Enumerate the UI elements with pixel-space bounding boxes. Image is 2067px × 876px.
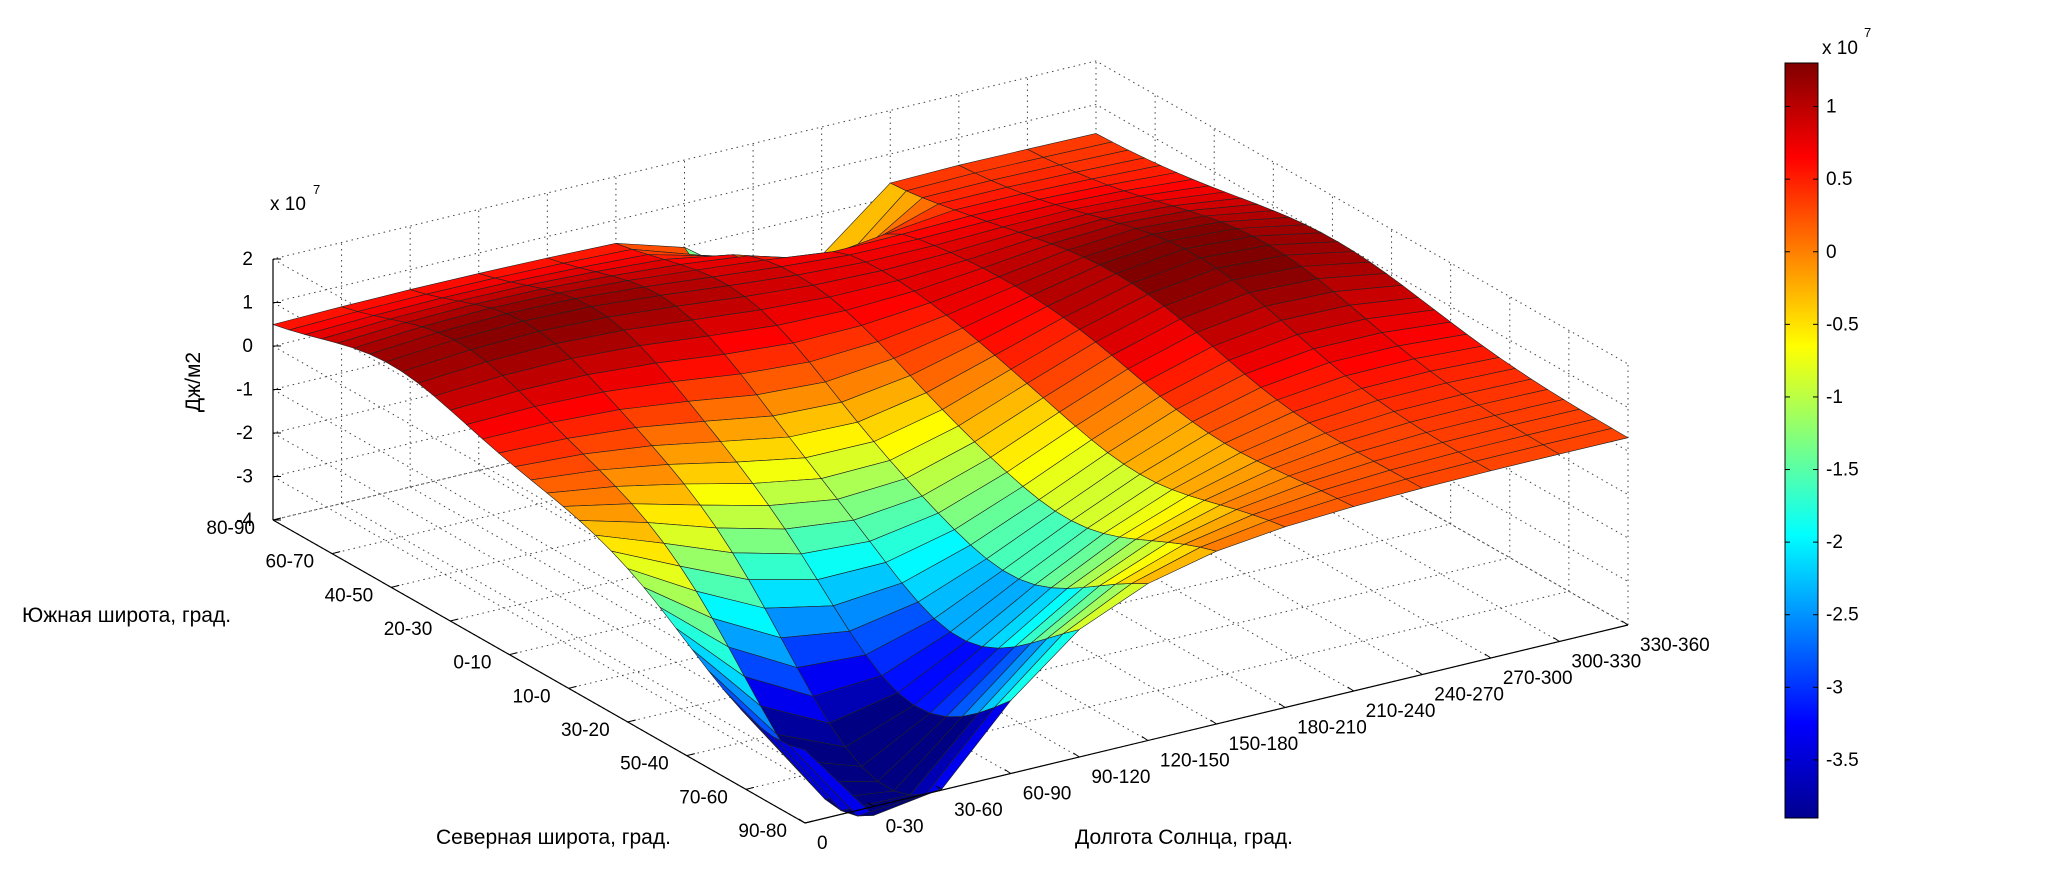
lat-tick-labels: 80-90 60-70 40-50 20-30 0-10 10-0 30-20 50-40 70… bbox=[206, 517, 814, 842]
lat-tick-mark bbox=[804, 820, 814, 824]
lon-tick-label: 150-180 bbox=[1229, 734, 1299, 755]
lat-tick-mark bbox=[627, 719, 636, 723]
z-scale-label: x 10 bbox=[270, 194, 306, 215]
lon-tick-mark bbox=[1278, 703, 1286, 708]
lat-tick-mark bbox=[331, 551, 341, 555]
lat-tick-label: 60-70 bbox=[266, 552, 315, 573]
lat-tick-label: 20-30 bbox=[384, 619, 433, 640]
lon-tick-label: 210-240 bbox=[1366, 701, 1436, 722]
colorbar-tick-label: -2.5 bbox=[1826, 605, 1859, 626]
lat-tick-label: 10-0 bbox=[513, 686, 551, 707]
floor-grid-line bbox=[686, 557, 1510, 757]
lon-tick-mark bbox=[935, 785, 943, 791]
lon-tick-label: 270-300 bbox=[1503, 668, 1573, 689]
lon-tick-label: 60-90 bbox=[1023, 784, 1072, 805]
z-tick-labels: 2 1 0 -1 -2 -3 -4 bbox=[236, 249, 281, 531]
lat-tick-label: 30-20 bbox=[561, 720, 610, 741]
colorbar-scale-label: x 10 bbox=[1822, 38, 1858, 59]
colorbar-tick-label: -3.5 bbox=[1826, 750, 1859, 771]
lon-tick-label: 330-360 bbox=[1640, 635, 1710, 656]
z-tick-label: -1 bbox=[236, 380, 253, 401]
lon-tick-mark bbox=[1073, 752, 1080, 758]
floor-grid-line bbox=[745, 590, 1570, 790]
lon-tick-mark bbox=[798, 818, 806, 824]
lat-axis-line bbox=[272, 519, 806, 824]
lon-tick-mark bbox=[1553, 637, 1560, 642]
lat-tick-mark bbox=[272, 517, 282, 521]
z-tick-label: 2 bbox=[242, 249, 253, 270]
lon-tick-mark bbox=[1141, 736, 1149, 741]
lat-tick-label: 70-60 bbox=[679, 787, 728, 808]
lat-tick-mark bbox=[450, 618, 459, 622]
lon-tick-label: 30-60 bbox=[954, 800, 1003, 821]
lon-tick-label: 0-30 bbox=[886, 817, 924, 838]
colorbar-tick-label: 0.5 bbox=[1826, 169, 1852, 190]
z-tick-label: 0 bbox=[242, 336, 253, 357]
lon-tick-mark bbox=[1621, 620, 1629, 626]
colorbar-gradient bbox=[1784, 62, 1819, 819]
z-tick-label: -2 bbox=[236, 423, 253, 444]
lon-tick-mark bbox=[1415, 670, 1423, 675]
lat-tick-label: 90-80 bbox=[738, 821, 787, 842]
colorbar-tick-label: -0.5 bbox=[1826, 314, 1859, 335]
colorbar-tick-label: 0 bbox=[1826, 242, 1837, 263]
lon-tick-mark bbox=[1210, 719, 1217, 725]
lat-tick-label: 80-90 bbox=[206, 518, 255, 539]
lon-tick-label: 120-150 bbox=[1160, 751, 1230, 772]
colorbar-tick-label: -1 bbox=[1826, 387, 1843, 408]
colorbar-tick-label: 1 bbox=[1826, 97, 1837, 118]
lat-tick-label: 50-40 bbox=[620, 754, 669, 775]
z-axis-label: Дж/м2 bbox=[182, 352, 205, 412]
lon-tick-label: 0 bbox=[817, 833, 828, 854]
lat-tick-mark bbox=[509, 652, 518, 656]
surface-patch bbox=[1542, 427, 1629, 455]
lon-axis-label: Долгота Солнца, град. bbox=[1075, 826, 1293, 849]
wall-z-grid-line bbox=[271, 147, 1629, 650]
colorbar-tick-label: -3 bbox=[1826, 677, 1843, 698]
lat-tick-mark bbox=[391, 584, 400, 588]
colorbar-tick-label: -2 bbox=[1826, 532, 1843, 553]
lon-tick-label: 180-210 bbox=[1297, 718, 1367, 739]
z-scale-exponent: 7 bbox=[313, 182, 320, 197]
colorbar: 1 0.5 0 -0.5 -1 -1.5 -2 -2.5 -3 -3.5 x 10 7 bbox=[1784, 25, 1871, 819]
z-tick-label: 1 bbox=[242, 293, 253, 314]
lon-tick-labels: 0 0-30 30-60 60-90 90-120 120-150150-180180-2… bbox=[798, 620, 1710, 854]
lon-tick-mark bbox=[1004, 769, 1012, 774]
z-tick-label: -4 bbox=[236, 510, 253, 531]
lat-tick-mark bbox=[568, 685, 577, 689]
colorbar-scale-exponent: 7 bbox=[1864, 25, 1871, 40]
lon-tick-mark bbox=[1484, 653, 1492, 659]
lon-tick-mark bbox=[867, 802, 874, 807]
lat-axis-label-south: Южная широта, град. bbox=[22, 604, 231, 627]
axes: 2 1 0 -1 -2 -3 -4 80-90 60-70 40-50 20-30 0-10 10-0… bbox=[22, 182, 1710, 854]
colorbar-tick-labels: 1 0.5 0 -0.5 -1 -1.5 -2 -2.5 -3 -3.5 bbox=[1785, 97, 1859, 771]
lat-axis-label-north: Северная широта, град. bbox=[436, 826, 671, 849]
lat-tick-mark bbox=[745, 786, 755, 790]
z-tick-label: -3 bbox=[236, 467, 253, 488]
wall-z-grid-line bbox=[271, 103, 1629, 606]
surface-plot bbox=[271, 133, 1629, 817]
wall-z-grid-line bbox=[271, 60, 1629, 563]
lon-tick-label: 300-330 bbox=[1571, 652, 1641, 673]
lon-tick-mark bbox=[1347, 686, 1354, 692]
lon-tick-label: 240-270 bbox=[1434, 685, 1504, 706]
colorbar-tick-label: -1.5 bbox=[1826, 460, 1859, 481]
lat-tick-mark bbox=[686, 753, 695, 757]
lon-tick-label: 90-120 bbox=[1091, 767, 1150, 788]
lat-tick-label: 40-50 bbox=[325, 585, 374, 606]
lat-tick-label: 0-10 bbox=[453, 653, 491, 674]
